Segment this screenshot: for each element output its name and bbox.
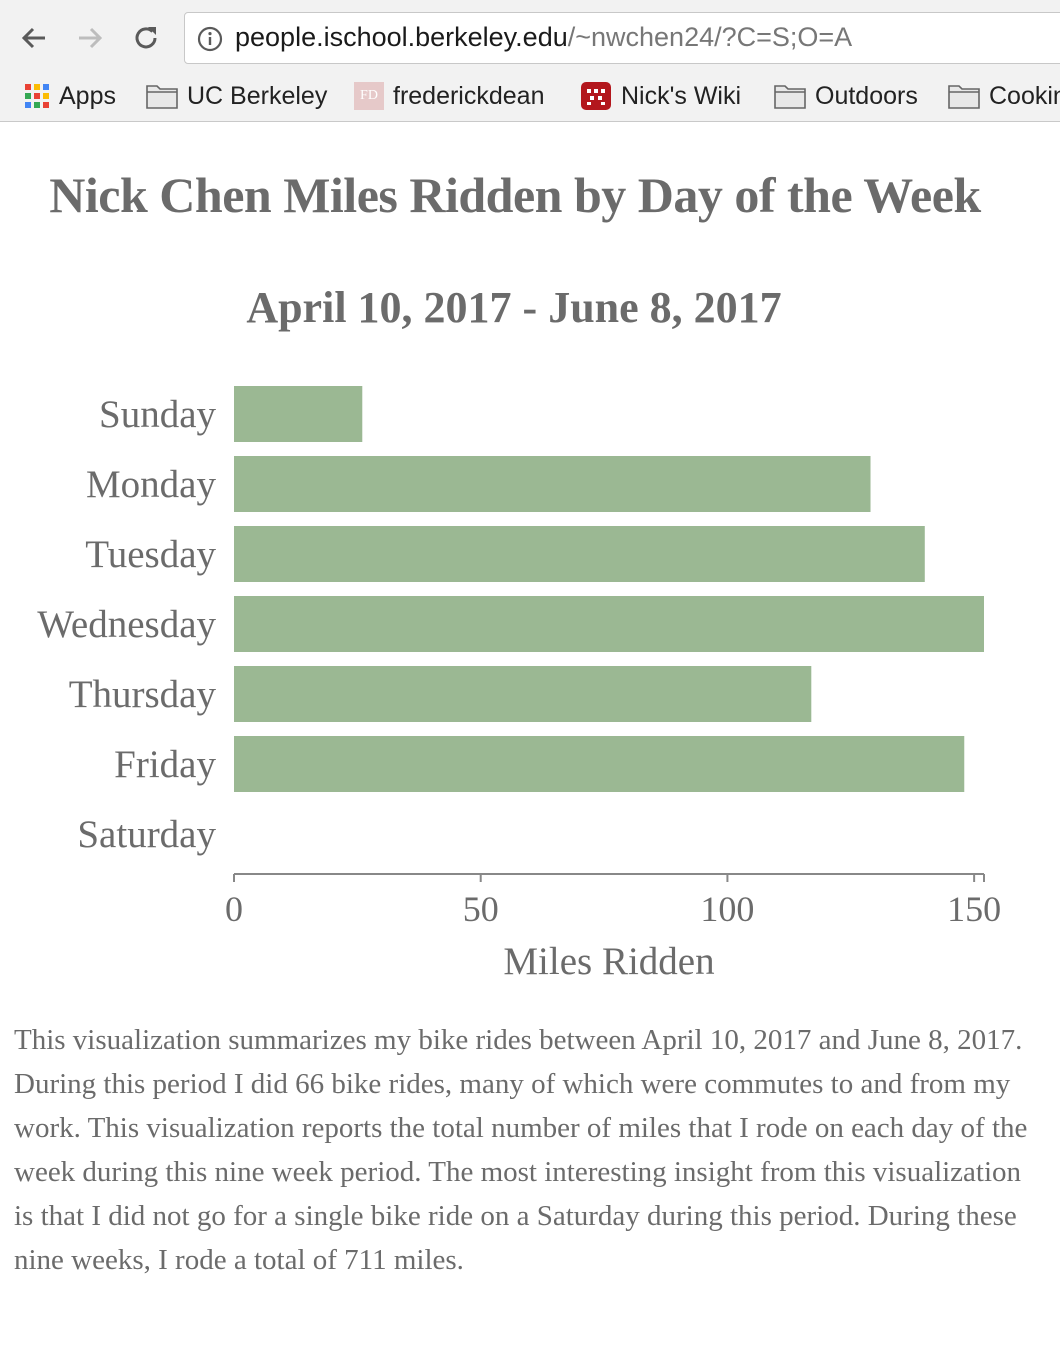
y-tick-label: Saturday: [77, 813, 216, 856]
bookmark-uc-berkeley[interactable]: UC Berkeley: [146, 78, 327, 114]
back-button[interactable]: [14, 14, 54, 62]
bar: [234, 666, 812, 722]
bookmark-label: Nick's Wiki: [621, 81, 742, 110]
x-tick-label: 150: [947, 889, 1001, 929]
chart-title: April 10, 2017 - June 8, 2017: [246, 283, 781, 332]
bar: [234, 736, 965, 792]
bookmark-label: Apps: [59, 81, 116, 110]
url-text: people.ischool.berkeley.edu/~nwchen24/?C…: [235, 22, 852, 53]
bar: [234, 596, 984, 652]
bookmark-nicks-wiki[interactable]: Nick's Wiki: [580, 78, 741, 114]
apps-grid-icon: [24, 83, 50, 109]
browser-toolbar: people.ischool.berkeley.edu/~nwchen24/?C…: [0, 0, 1060, 72]
bookmarks-bar: Apps UC Berkeley FD frederickdean Nick's…: [0, 72, 1060, 122]
back-arrow-icon: [21, 27, 45, 49]
fd-logo-text: FD: [354, 82, 384, 110]
info-icon[interactable]: [197, 26, 223, 52]
folder-icon: [774, 83, 806, 109]
page-title: Nick Chen Miles Ridden by Day of the Wee…: [49, 167, 981, 223]
fd-logo-icon: FD: [354, 82, 384, 110]
bookmark-apps[interactable]: Apps: [24, 78, 116, 114]
reload-icon: [135, 27, 157, 49]
bookmark-label: frederickdean: [393, 81, 545, 110]
bar: [234, 526, 925, 582]
x-tick-label: 0: [225, 889, 243, 929]
forward-arrow-icon: [79, 27, 103, 49]
bookmark-cookin[interactable]: Cookin: [948, 78, 1060, 114]
bar: [234, 456, 871, 512]
reload-button[interactable]: [126, 14, 166, 62]
folder-icon: [146, 83, 178, 109]
bar-chart: April 10, 2017 - June 8, 2017 Sunday Monda…: [37, 283, 1001, 983]
x-axis-label: Miles Ridden: [503, 940, 714, 983]
y-tick-label: Wednesday: [37, 603, 216, 646]
bookmark-frederickdean[interactable]: FD frederickdean: [354, 78, 544, 114]
bookmark-outdoors[interactable]: Outdoors: [774, 78, 918, 114]
forward-button[interactable]: [70, 14, 110, 62]
description-paragraph: This visualization summarizes my bike ri…: [14, 1024, 1028, 1276]
y-tick-label: Friday: [114, 743, 216, 786]
bookmark-label: Cookin: [989, 81, 1060, 110]
url-path: /~nwchen24/?C=S;O=A: [567, 22, 853, 52]
bookmark-label: UC Berkeley: [187, 81, 328, 110]
y-tick-label: Tuesday: [85, 533, 216, 576]
y-tick-label: Sunday: [99, 393, 217, 436]
wiki-icon: [580, 81, 612, 111]
address-bar[interactable]: people.ischool.berkeley.edu/~nwchen24/?C…: [184, 12, 1060, 64]
bookmark-label: Outdoors: [815, 81, 918, 110]
y-tick-label: Monday: [86, 463, 216, 506]
folder-icon: [948, 83, 980, 109]
bar: [234, 386, 363, 442]
y-tick-label: Thursday: [69, 673, 217, 716]
url-host: people.ischool.berkeley.edu: [235, 22, 568, 52]
x-tick-label: 100: [700, 889, 754, 929]
x-tick-label: 50: [463, 889, 499, 929]
